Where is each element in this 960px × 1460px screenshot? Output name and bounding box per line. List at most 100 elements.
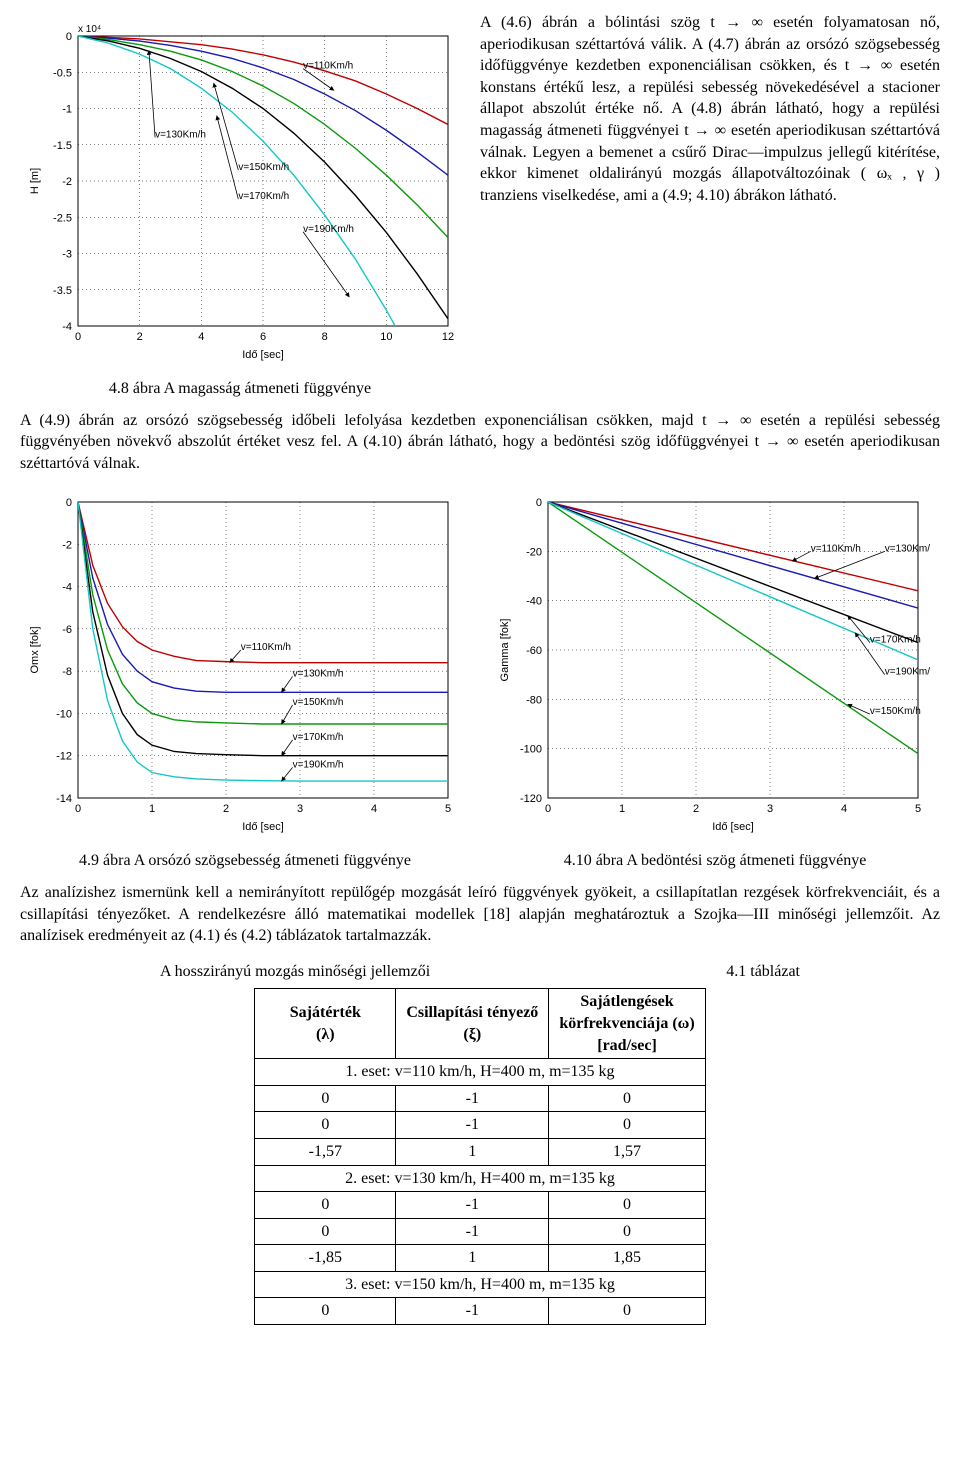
svg-text:-2: -2: [62, 540, 72, 552]
svg-text:v=150Km/h: v=150Km/h: [238, 162, 289, 173]
table-cell: -1: [396, 1192, 549, 1219]
table-cell: 0: [255, 1085, 396, 1112]
table-group-label: 2. eset: v=130 km/h, H=400 m, m=135 kg: [255, 1165, 705, 1192]
svg-text:v=110Km/h: v=110Km/h: [811, 544, 861, 555]
table-cell: -1: [396, 1298, 549, 1325]
svg-text:-80: -80: [526, 695, 542, 707]
svg-text:v=190Km/h: v=190Km/h: [293, 760, 344, 771]
svg-text:-4: -4: [62, 582, 72, 594]
svg-text:-120: -120: [520, 793, 542, 805]
svg-text:v=170Km/h: v=170Km/h: [870, 635, 921, 646]
table-title-right: 4.1 táblázat: [726, 961, 800, 983]
table-cell: 0: [549, 1192, 705, 1219]
table-cell: 0: [255, 1218, 396, 1245]
svg-text:12: 12: [442, 331, 454, 343]
svg-text:H [m]: H [m]: [29, 168, 41, 194]
table-group-label: 1. eset: v=110 km/h, H=400 m, m=135 kg: [255, 1059, 705, 1086]
table-cell: -1,57: [255, 1138, 396, 1165]
svg-text:5: 5: [445, 803, 451, 815]
table-cell: 0: [549, 1085, 705, 1112]
svg-text:v=150Km/h: v=150Km/h: [293, 697, 344, 708]
svg-text:10: 10: [380, 331, 392, 343]
svg-text:Idő [sec]: Idő [sec]: [712, 821, 754, 833]
svg-text:-2: -2: [62, 176, 72, 188]
svg-text:Omx [fok]: Omx [fok]: [29, 627, 41, 674]
chart-48: 0 2 4 6 8 10 12 0 -0.5 -1 -1.5 -2 -2.5 -3 -3.5 -4 Idő [s…: [20, 12, 460, 372]
table-cell: 0: [549, 1298, 705, 1325]
svg-text:6: 6: [260, 331, 266, 343]
svg-text:-20: -20: [526, 547, 542, 559]
svg-text:Idő [sec]: Idő [sec]: [242, 349, 284, 361]
table-cell: 1: [396, 1245, 549, 1272]
svg-text:4: 4: [198, 331, 204, 343]
svg-text:-3: -3: [62, 249, 72, 261]
svg-text:-1: -1: [62, 104, 72, 116]
svg-text:v=190Km/h: v=190Km/h: [885, 667, 930, 678]
svg-text:3: 3: [297, 803, 303, 815]
table-cell: 0: [549, 1112, 705, 1139]
table-cell: 1: [396, 1138, 549, 1165]
para-3: Az analízishez ismernünk kell a nemirány…: [20, 882, 940, 947]
col-omega: Sajátlengések körfrekvenciája (ω) [rad/s…: [549, 989, 705, 1059]
svg-text:2: 2: [693, 803, 699, 815]
table-cell: 0: [549, 1218, 705, 1245]
svg-text:-40: -40: [526, 596, 542, 608]
svg-text:0: 0: [75, 803, 81, 815]
svg-text:0: 0: [75, 331, 81, 343]
svg-text:0: 0: [545, 803, 551, 815]
table-cell: 0: [255, 1112, 396, 1139]
para-1: A (4.6) ábrán a bólintási szög t → ∞ ese…: [480, 12, 940, 206]
table-cell: -1: [396, 1112, 549, 1139]
svg-text:-100: -100: [520, 744, 542, 756]
svg-text:4: 4: [841, 803, 847, 815]
table-cell: 1,57: [549, 1138, 705, 1165]
svg-text:0: 0: [66, 497, 72, 509]
svg-text:5: 5: [915, 803, 921, 815]
svg-text:v=150Km/h: v=150Km/h: [870, 707, 921, 718]
col-xi: Csillapítási tényező (ξ): [396, 989, 549, 1059]
svg-text:-6: -6: [62, 624, 72, 636]
table-cell: 0: [255, 1298, 396, 1325]
svg-text:-12: -12: [56, 751, 72, 763]
svg-text:Gamma [fok]: Gamma [fok]: [499, 619, 511, 682]
table-cell: -1: [396, 1085, 549, 1112]
caption-410: 4.10 ábra A bedöntési szög átmeneti függ…: [490, 850, 940, 872]
caption-48: 4.8 ábra A magasság átmeneti függvénye: [20, 378, 460, 400]
svg-text:-10: -10: [56, 709, 72, 721]
table-group-label: 3. eset: v=150 km/h, H=400 m, m=135 kg: [255, 1271, 705, 1298]
svg-text:1: 1: [619, 803, 625, 815]
table-cell: -1: [396, 1218, 549, 1245]
svg-text:-2.5: -2.5: [53, 212, 72, 224]
svg-text:0: 0: [66, 31, 72, 43]
table-cell: 0: [255, 1192, 396, 1219]
svg-text:v=170Km/h: v=170Km/h: [293, 732, 344, 743]
svg-text:1: 1: [149, 803, 155, 815]
svg-text:-14: -14: [56, 793, 72, 805]
svg-text:8: 8: [322, 331, 328, 343]
svg-text:-4: -4: [62, 321, 72, 333]
svg-text:3: 3: [767, 803, 773, 815]
chart-410: 0 1 2 3 4 5 0 -20 -40 -60 -80 -100 -120 Idő [sec] Gamm…: [490, 484, 930, 844]
svg-text:0: 0: [536, 497, 542, 509]
svg-text:v=130Km/h: v=130Km/h: [155, 130, 206, 141]
svg-text:-3.5: -3.5: [53, 285, 72, 297]
svg-text:Idő [sec]: Idő [sec]: [242, 821, 284, 833]
svg-text:-60: -60: [526, 645, 542, 657]
col-lambda: Sajátérték (λ): [255, 989, 396, 1059]
svg-text:x 10⁴: x 10⁴: [78, 24, 101, 35]
svg-text:-0.5: -0.5: [53, 67, 72, 79]
table-cell: 1,85: [549, 1245, 705, 1272]
svg-text:4: 4: [371, 803, 377, 815]
svg-text:v=170Km/h: v=170Km/h: [238, 191, 289, 202]
table-cell: -1,85: [255, 1245, 396, 1272]
chart-49: 0123450-2-4-6-8-10-12-14Idő [sec]Omx [fo…: [20, 484, 460, 844]
svg-text:v=130Km/h: v=130Km/h: [293, 669, 344, 680]
svg-text:-1.5: -1.5: [53, 140, 72, 152]
svg-text:v=130Km/h: v=130Km/h: [885, 544, 930, 555]
para-2: A (4.9) ábrán az orsózó szögsebesség idő…: [20, 410, 940, 475]
table-41: Sajátérték (λ) Csillapítási tényező (ξ) …: [254, 988, 705, 1325]
caption-49: 4.9 ábra A orsózó szögsebesség átmeneti …: [20, 850, 470, 872]
svg-text:-8: -8: [62, 667, 72, 679]
svg-text:v=110Km/h: v=110Km/h: [241, 642, 291, 653]
svg-text:2: 2: [137, 331, 143, 343]
